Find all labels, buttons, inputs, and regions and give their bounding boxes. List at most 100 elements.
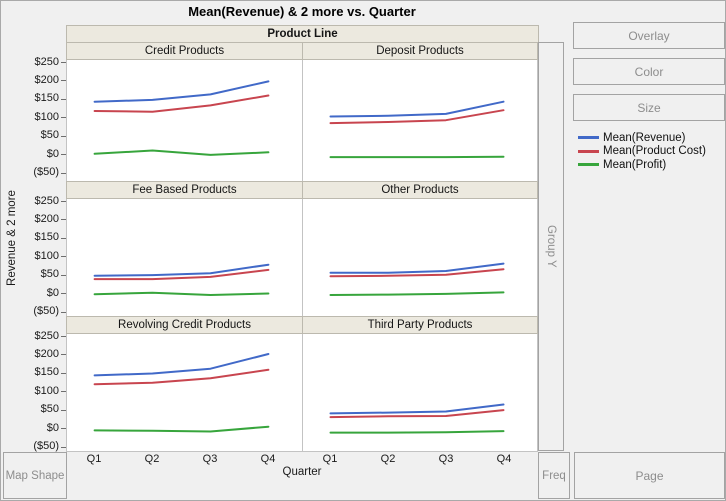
y-tick-label: $50 xyxy=(40,403,59,415)
series-line-mean-profit xyxy=(329,430,505,434)
series-line-mean-revenue xyxy=(93,263,270,277)
y-tick-mark xyxy=(61,447,66,448)
map-shape-drop-zone[interactable]: Map Shape xyxy=(3,452,67,499)
y-tick-mark xyxy=(61,336,66,337)
line-chart-third-party-products xyxy=(329,403,505,434)
series-line-mean-product-cost xyxy=(329,109,505,125)
legend: Mean(Revenue) Mean(Product Cost) Mean(Prof… xyxy=(578,131,725,172)
y-tick-mark xyxy=(61,354,66,355)
y-tick-mark xyxy=(61,238,66,239)
legend-item-mean-product-cost[interactable]: Mean(Product Cost) xyxy=(578,145,725,159)
y-tick-mark xyxy=(61,391,66,392)
y-tick-mark xyxy=(61,312,66,313)
series-line-mean-product-cost xyxy=(329,268,505,278)
series-line-mean-profit xyxy=(93,291,270,296)
page-drop-zone[interactable]: Page xyxy=(574,452,725,499)
y-tick-label: $200 xyxy=(34,213,59,225)
y-tick-mark xyxy=(61,201,66,202)
series-line-mean-revenue xyxy=(93,353,270,377)
y-tick-label: $250 xyxy=(34,330,59,342)
y-tick-label: $150 xyxy=(34,92,59,104)
size-drop-zone[interactable]: Size xyxy=(573,94,725,121)
x-tick-label: Q4 xyxy=(260,453,276,465)
facet-plot-fee-based-products[interactable] xyxy=(66,198,303,317)
x-tick-label: Q2 xyxy=(144,453,160,465)
line-chart-credit-products xyxy=(93,80,270,156)
line-chart-revolving-credit-products xyxy=(93,353,270,433)
y-tick-mark xyxy=(61,293,66,294)
legend-item-mean-profit[interactable]: Mean(Profit) xyxy=(578,158,725,172)
line-chart-fee-based-products xyxy=(93,263,270,296)
facet-header-fee-based-products: Fee Based Products xyxy=(66,181,303,199)
product-line-header: Product Line xyxy=(66,25,539,43)
y-tick-label: $150 xyxy=(34,366,59,378)
facet-header-deposit-products: Deposit Products xyxy=(302,42,538,60)
y-tick-label: $0 xyxy=(46,148,59,160)
y-tick-mark xyxy=(61,62,66,63)
series-line-mean-product-cost xyxy=(93,268,270,281)
y-tick-label: ($50) xyxy=(33,166,59,178)
y-tick-label: $150 xyxy=(34,231,59,243)
freq-drop-zone[interactable]: Freq xyxy=(538,452,570,499)
legend-label: Mean(Profit) xyxy=(603,158,667,171)
y-tick-label: $200 xyxy=(34,348,59,360)
y-tick-mark xyxy=(61,173,66,174)
facet-plot-other-products[interactable] xyxy=(302,198,538,317)
y-tick-mark xyxy=(61,410,66,411)
legend-label: Mean(Product Cost) xyxy=(603,145,706,158)
y-tick-label: $100 xyxy=(34,250,59,262)
series-line-mean-product-cost xyxy=(329,409,505,419)
series-line-mean-profit xyxy=(329,291,505,296)
y-tick-mark xyxy=(61,80,66,81)
y-tick-mark xyxy=(61,219,66,220)
series-line-mean-revenue xyxy=(93,80,270,103)
facet-header-revolving-credit-products: Revolving Credit Products xyxy=(66,316,303,334)
y-tick-label: $0 xyxy=(46,287,59,299)
facet-header-credit-products: Credit Products xyxy=(66,42,303,60)
y-tick-label: $250 xyxy=(34,195,59,207)
x-tick-label: Q2 xyxy=(380,453,396,465)
color-drop-zone[interactable]: Color xyxy=(573,58,725,85)
series-line-mean-revenue xyxy=(329,403,505,415)
y-tick-mark xyxy=(61,373,66,374)
y-tick-label: ($50) xyxy=(33,440,59,452)
legend-label: Mean(Revenue) xyxy=(603,131,686,144)
y-tick-label: $50 xyxy=(40,129,59,141)
y-tick-mark xyxy=(61,117,66,118)
facet-plot-credit-products[interactable] xyxy=(66,59,303,182)
legend-line-swatch xyxy=(578,149,599,153)
facet-plot-deposit-products[interactable] xyxy=(302,59,538,182)
facet-header-third-party-products: Third Party Products xyxy=(302,316,538,334)
y-tick-mark xyxy=(61,428,66,429)
series-line-mean-revenue xyxy=(329,100,505,118)
y-tick-label: $100 xyxy=(34,111,59,123)
x-axis-title: Quarter xyxy=(282,466,322,478)
series-line-mean-profit xyxy=(93,149,270,156)
facet-header-other-products: Other Products xyxy=(302,181,538,199)
x-tick-label: Q1 xyxy=(322,453,338,465)
series-line-mean-product-cost xyxy=(93,94,270,113)
overlay-drop-zone[interactable]: Overlay xyxy=(573,22,725,49)
y-tick-label: $100 xyxy=(34,385,59,397)
y-tick-mark xyxy=(61,99,66,100)
y-tick-mark xyxy=(61,136,66,137)
y-tick-label: ($50) xyxy=(33,305,59,317)
legend-line-swatch xyxy=(578,136,599,140)
group-y-drop-zone[interactable]: Group Y xyxy=(538,42,564,451)
x-tick-label: Q3 xyxy=(438,453,454,465)
facet-plot-revolving-credit-products[interactable] xyxy=(66,333,303,452)
facet-plot-third-party-products[interactable] xyxy=(302,333,538,452)
y-axis-title: Revenue & 2 more xyxy=(6,190,18,286)
y-tick-label: $0 xyxy=(46,422,59,434)
line-chart-deposit-products xyxy=(329,100,505,159)
y-tick-label: $50 xyxy=(40,268,59,280)
legend-line-swatch xyxy=(578,163,599,167)
series-line-mean-profit xyxy=(93,425,270,433)
y-tick-label: $250 xyxy=(34,56,59,68)
legend-item-mean-revenue[interactable]: Mean(Revenue) xyxy=(578,131,725,145)
y-tick-mark xyxy=(61,154,66,155)
y-tick-label: $200 xyxy=(34,74,59,86)
series-line-mean-revenue xyxy=(329,262,505,274)
y-tick-mark xyxy=(61,256,66,257)
